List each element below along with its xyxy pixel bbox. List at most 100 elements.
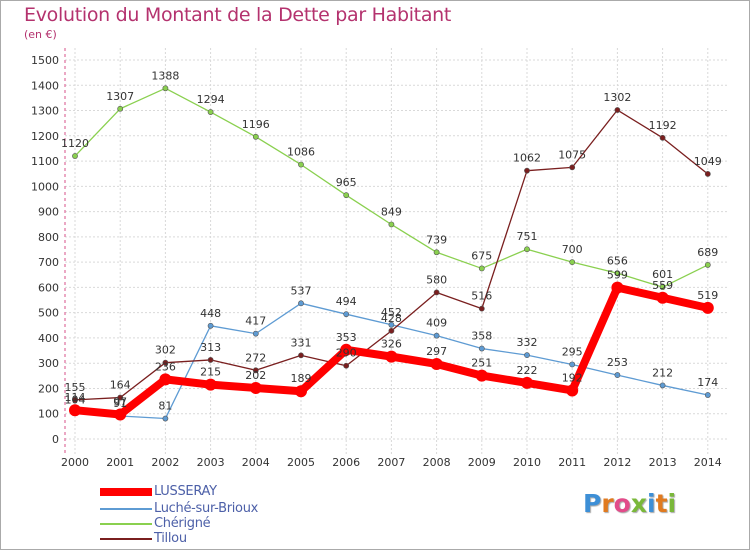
y-tick-label: 1500: [31, 54, 59, 67]
x-tick-label: 2000: [61, 456, 89, 469]
y-tick-label: 1400: [31, 79, 59, 92]
y-tick-label: 1100: [31, 155, 59, 168]
data-label: 1120: [61, 137, 89, 150]
data-label: 1388: [151, 69, 179, 82]
data-point: [207, 357, 214, 363]
data-label: 164: [110, 379, 131, 392]
y-tick-label: 1300: [31, 105, 59, 118]
data-point: [117, 105, 124, 112]
legend-item-luche-sur-brioux: Luché-sur-Brioux: [100, 501, 258, 516]
data-label: 751: [517, 230, 538, 243]
data-point: [298, 300, 304, 307]
data-label: 104: [65, 394, 86, 407]
data-label: 174: [697, 376, 718, 389]
data-point: [430, 357, 443, 370]
data-point: [343, 362, 350, 369]
x-tick-label: 2007: [377, 456, 405, 469]
logo-letter: t: [655, 489, 668, 518]
y-tick-label: 900: [38, 206, 59, 219]
legend-label: Tillou: [154, 531, 187, 546]
data-label: 1086: [287, 146, 315, 159]
x-tick-label: 2005: [287, 456, 315, 469]
data-label: 1294: [197, 93, 225, 106]
chart-subtitle: (en €): [24, 28, 57, 41]
data-label: 332: [517, 336, 538, 349]
data-label: 253: [607, 356, 628, 369]
data-label: 81: [158, 400, 172, 413]
legend-swatch-cherigne: [100, 522, 152, 525]
data-label: 516: [471, 290, 492, 303]
data-label: 331: [291, 336, 312, 349]
data-label: 1062: [513, 152, 541, 165]
data-point: [69, 404, 81, 417]
data-point: [204, 378, 217, 391]
legend-swatch-tillou: [100, 537, 152, 540]
data-label: 295: [562, 345, 583, 358]
data-point: [524, 167, 530, 174]
data-point: [72, 396, 78, 403]
data-label: 297: [426, 345, 447, 358]
plot-area: [65, 48, 728, 454]
x-tick-label: 2006: [332, 456, 360, 469]
data-label: 358: [471, 330, 492, 343]
chart-title: Evolution du Montant de la Dette par Hab…: [24, 4, 452, 26]
legend-item-cherigne: Chérigné: [100, 516, 211, 531]
data-label: 601: [652, 268, 673, 281]
logo-letter: o: [613, 489, 631, 518]
data-point: [614, 372, 621, 378]
x-tick-label: 2003: [197, 456, 225, 469]
legend-item-tillou: Tillou: [100, 531, 187, 546]
brand-logo: Proxiti: [583, 489, 676, 518]
logo-letter: x: [630, 489, 647, 518]
data-point: [252, 330, 259, 337]
data-label: 448: [200, 307, 221, 320]
data-label: 559: [652, 279, 673, 292]
y-tick-label: 800: [38, 231, 59, 244]
logo-letter: i: [647, 489, 656, 518]
data-label: 212: [652, 366, 673, 379]
x-tick-label: 2009: [468, 456, 496, 469]
data-label: 202: [245, 369, 266, 382]
data-point: [656, 291, 669, 304]
data-label: 656: [607, 254, 628, 267]
data-label: 1307: [106, 90, 134, 103]
data-label: 189: [291, 372, 312, 385]
y-tick-label: 0: [52, 433, 59, 446]
data-label: 215: [200, 366, 221, 379]
data-point: [249, 381, 262, 394]
data-label: 251: [471, 357, 492, 370]
y-tick-label: 400: [38, 332, 59, 345]
data-point: [614, 107, 621, 113]
logo-letter: i: [667, 489, 677, 518]
data-point: [343, 311, 350, 318]
data-label: 700: [562, 243, 583, 256]
data-label: 192: [562, 371, 583, 384]
data-label: 739: [426, 233, 447, 246]
data-point: [298, 161, 304, 168]
data-point: [478, 305, 485, 312]
data-label: 290: [336, 347, 357, 360]
data-label: 1049: [694, 155, 722, 168]
y-tick-label: 1200: [31, 130, 59, 143]
data-point: [569, 164, 576, 171]
legend-item-lusseray: LUSSERAY: [100, 484, 217, 499]
legend-label: Chérigné: [154, 516, 211, 531]
logo-letter: P: [583, 489, 602, 518]
data-point: [72, 153, 78, 159]
y-tick-label: 200: [38, 382, 59, 395]
data-point: [433, 332, 440, 339]
data-label: 675: [471, 249, 492, 262]
data-point: [524, 352, 530, 359]
data-label: 689: [697, 246, 718, 259]
data-point: [388, 327, 395, 334]
data-label: 97: [113, 395, 127, 408]
data-label: 428: [381, 312, 402, 325]
data-label: 417: [245, 315, 266, 328]
data-label: 353: [336, 331, 357, 344]
data-point: [659, 134, 666, 141]
data-point: [114, 408, 127, 421]
data-label: 91: [113, 397, 127, 410]
y-tick-label: 700: [38, 256, 59, 269]
